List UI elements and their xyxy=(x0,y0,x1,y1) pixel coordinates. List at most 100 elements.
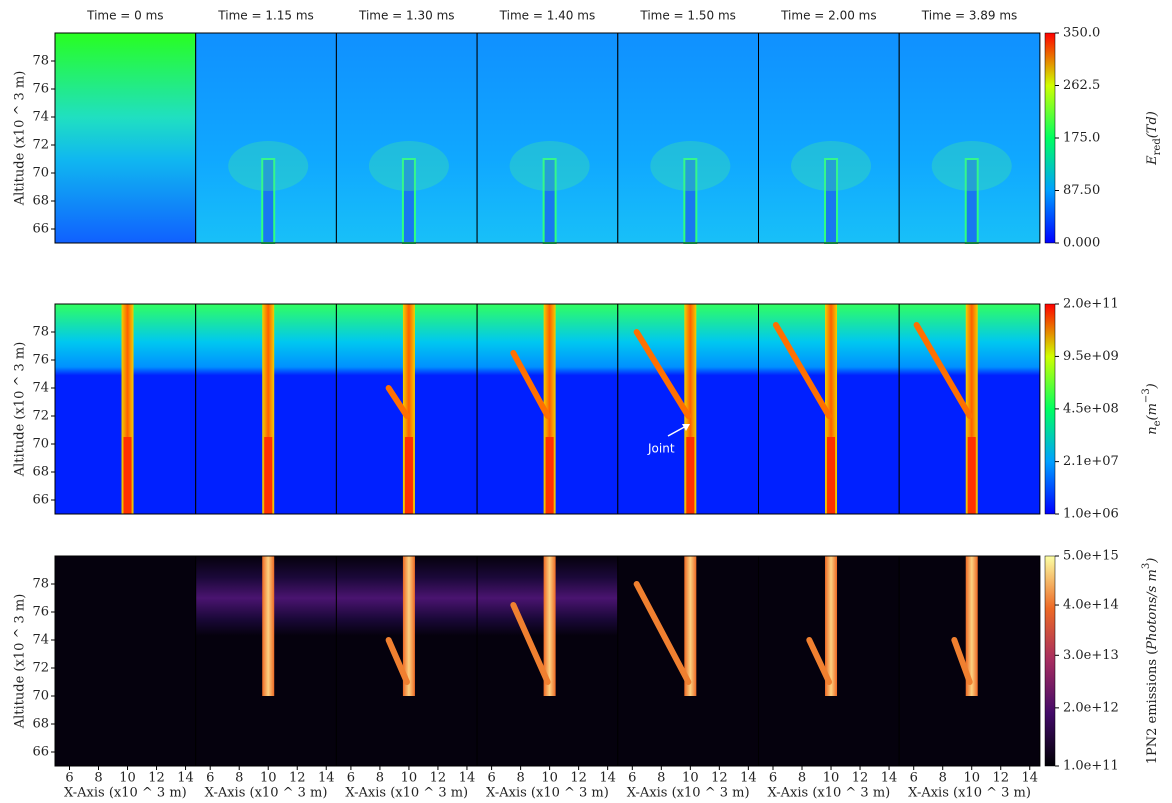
y-tick-label: 72 xyxy=(32,138,49,153)
colorbar-tick-label: 4.5e+08 xyxy=(1063,401,1119,416)
x-tick-label: 10 xyxy=(119,771,136,786)
field-panel xyxy=(758,32,900,244)
colorbar-label-part: n xyxy=(1145,426,1160,434)
y-tick-label: 74 xyxy=(32,381,49,396)
glow xyxy=(509,141,590,191)
y-tick-label: 68 xyxy=(32,194,49,209)
colorbar xyxy=(1044,303,1056,515)
colorbar-tick-label: 1.0e+11 xyxy=(1063,759,1119,774)
field-panel xyxy=(54,303,197,515)
x-tick-label: 12 xyxy=(570,771,587,786)
x-tick-label: 12 xyxy=(289,771,306,786)
field-panel xyxy=(335,303,478,515)
field-panel xyxy=(195,555,337,767)
y-tick-label: 72 xyxy=(32,661,49,676)
panel-background xyxy=(55,33,196,243)
x-tick-label: 8 xyxy=(94,771,102,786)
x-tick-label: 10 xyxy=(823,771,840,786)
field-panel xyxy=(758,303,900,515)
y-tick-label: 72 xyxy=(32,409,49,424)
colorbar-tick-label: 4.0e+14 xyxy=(1063,598,1119,613)
x-tick-label: 10 xyxy=(541,771,558,786)
x-tick-label: 12 xyxy=(430,771,447,786)
glow xyxy=(228,141,309,191)
colorbar-tick-label: 175.0 xyxy=(1063,131,1100,146)
y-tick-label: 78 xyxy=(32,325,49,340)
channel-core xyxy=(827,437,836,514)
field-panel xyxy=(54,32,197,244)
x-tick-label: 14 xyxy=(1021,771,1038,786)
x-axis-label: X-Axis (x10 ^ 3 m) xyxy=(486,786,609,801)
colorbar-tick-label: 5.0e+15 xyxy=(1063,549,1119,564)
field-panel xyxy=(898,555,1041,767)
colorbar-tick-label: 3.0e+13 xyxy=(1063,648,1119,663)
channel xyxy=(262,556,275,696)
field-panel xyxy=(476,303,619,515)
x-axis-label: X-Axis (x10 ^ 3 m) xyxy=(908,786,1031,801)
time-label: Time = 1.50 ms xyxy=(639,9,736,23)
time-label: Time = 2.00 ms xyxy=(780,9,877,23)
streamer xyxy=(951,637,973,685)
time-label: Time = 1.30 ms xyxy=(358,9,455,23)
y-tick-label: 70 xyxy=(32,437,49,452)
x-tick-label: 6 xyxy=(910,771,918,786)
annotation: Joint xyxy=(647,442,675,456)
field-panel xyxy=(476,555,619,767)
colorbar xyxy=(1044,555,1056,767)
y-tick-label: 66 xyxy=(32,222,49,237)
y-tick-label: 70 xyxy=(32,166,49,181)
streamer xyxy=(510,602,551,685)
colorbar-label-part: (Td) xyxy=(1145,111,1160,138)
colorbar-tick-label: 350.0 xyxy=(1063,26,1100,41)
x-tick-label: 14 xyxy=(881,771,898,786)
colorbar-tick-label: 87.50 xyxy=(1063,183,1100,198)
y-tick-label: 66 xyxy=(32,745,49,760)
y-tick-label: 78 xyxy=(32,577,49,592)
x-tick-label: 6 xyxy=(628,771,636,786)
glow xyxy=(791,141,872,191)
colorbar-tick-label: 9.5e+09 xyxy=(1063,349,1119,364)
y-tick-label: 78 xyxy=(32,54,49,69)
field-panel xyxy=(195,303,337,515)
annotation-arrowhead xyxy=(682,424,690,431)
field-panel xyxy=(335,32,478,244)
colorbar-tick-label: 262.5 xyxy=(1063,78,1100,93)
x-tick-label: 8 xyxy=(798,771,806,786)
channel-core xyxy=(404,437,413,514)
x-axis-label: X-Axis (x10 ^ 3 m) xyxy=(767,786,890,801)
channel-core xyxy=(264,437,273,514)
plot-layer: Time = 0 ms Time = 1.15 ms Time = 1.30 ms T… xyxy=(13,9,1164,801)
channel-core xyxy=(545,437,554,514)
streamer xyxy=(806,637,833,685)
channel xyxy=(965,556,978,696)
glow xyxy=(368,141,449,191)
x-tick-label: 10 xyxy=(260,771,277,786)
colorbar-tick-label: 2.1e+07 xyxy=(1063,454,1119,469)
colorbar xyxy=(1044,32,1056,244)
colorbar-label-part: 3 xyxy=(1141,563,1152,569)
y-tick-label: 76 xyxy=(32,82,49,97)
x-tick-label: 8 xyxy=(235,771,243,786)
streamer xyxy=(385,637,410,685)
time-label: Time = 1.40 ms xyxy=(499,9,596,23)
panel-frame xyxy=(898,555,1041,767)
field-panel xyxy=(195,32,337,244)
x-tick-label: 8 xyxy=(657,771,665,786)
y-tick-label: 74 xyxy=(32,633,49,648)
colorbar-label-part: e xyxy=(1152,420,1163,426)
channel xyxy=(402,556,415,696)
x-tick-label: 8 xyxy=(939,771,947,786)
y-tick-label: 68 xyxy=(32,465,49,480)
x-tick-label: 6 xyxy=(65,771,73,786)
channel-core xyxy=(686,437,695,514)
time-label: Time = 3.89 ms xyxy=(921,9,1018,23)
streamer xyxy=(385,385,410,419)
y-tick-label: 68 xyxy=(32,717,49,732)
x-axis-label: X-Axis (x10 ^ 3 m) xyxy=(627,786,750,801)
x-tick-label: 8 xyxy=(376,771,384,786)
colorbar-label-part: red xyxy=(1152,138,1163,156)
streamer xyxy=(772,322,833,419)
y-tick-label: 66 xyxy=(32,493,49,508)
x-tick-label: 12 xyxy=(711,771,728,786)
